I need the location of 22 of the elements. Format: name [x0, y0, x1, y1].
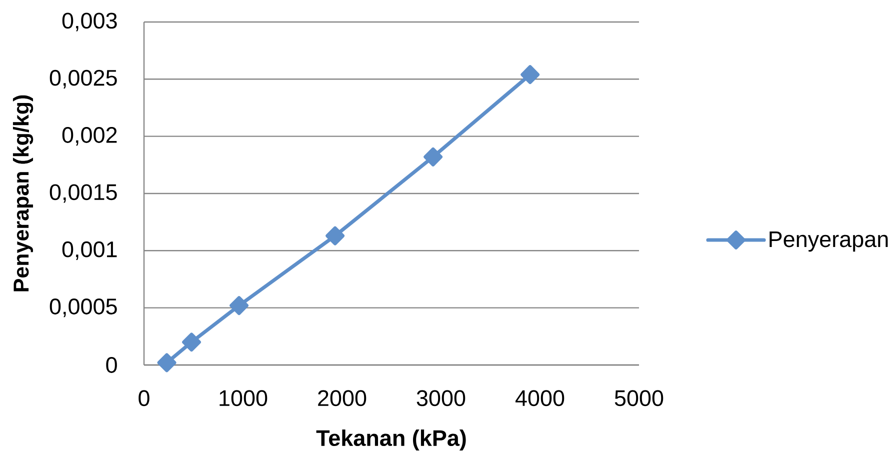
point	[230, 296, 248, 315]
point	[520, 65, 540, 84]
x-tick-label: 1000	[220, 390, 268, 406]
point	[326, 226, 345, 246]
y-tick-label: 0,0005	[50, 298, 117, 318]
x-axis-title: Tekanan (kPa)	[316, 430, 466, 450]
legend-label: Penyerapan	[770, 232, 888, 252]
x-tick-label: 2000	[318, 390, 366, 406]
y-tick-label: 0,001	[62, 241, 117, 260]
y-tick-label: 0	[106, 357, 117, 373]
y-tick-label: 0,003	[62, 12, 117, 32]
x-tick-label: 5000	[614, 390, 664, 406]
point	[182, 332, 201, 352]
x-tick-label: 0	[138, 390, 150, 406]
point	[157, 353, 176, 372]
x-tick-label: 4000	[515, 390, 564, 406]
y-axis-title: Penyerapan (kg/kg)	[12, 95, 34, 292]
y-tick-label: 0,002	[62, 127, 117, 146]
point	[424, 147, 443, 166]
x-tick-label: 3000	[416, 390, 466, 406]
y-tick-label: 0,0025	[50, 70, 117, 88]
y-tick-label: 0,0015	[50, 184, 117, 203]
